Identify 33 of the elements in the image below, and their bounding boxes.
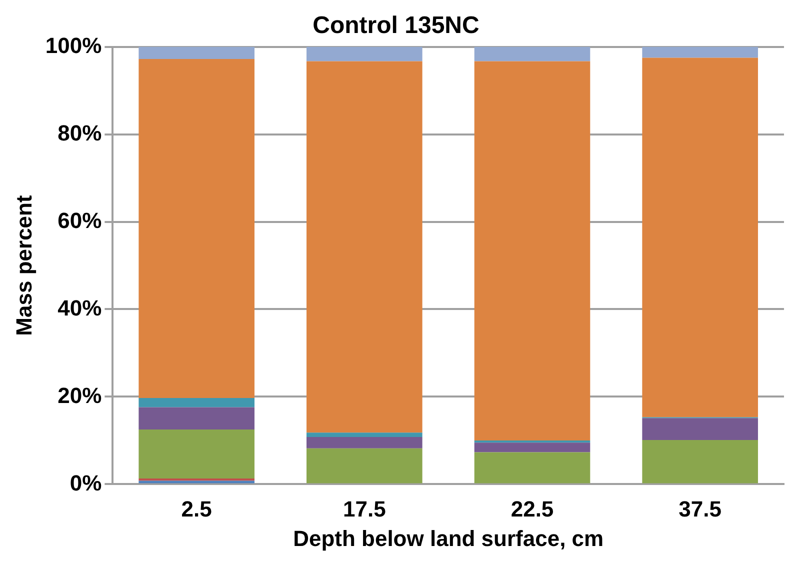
bar <box>138 46 254 60</box>
bar <box>306 448 422 484</box>
y-tick-label: 60% <box>58 208 102 233</box>
bar <box>474 440 590 443</box>
bar <box>474 61 590 440</box>
bar <box>642 418 758 440</box>
bar <box>642 58 758 418</box>
bar <box>306 46 422 62</box>
x-tick-label: 17.5 <box>343 496 386 522</box>
bar <box>642 440 758 484</box>
bar <box>138 407 254 430</box>
x-tick-label: 2.5 <box>181 496 212 522</box>
x-tick-label: 22.5 <box>510 496 554 522</box>
y-tick-label: 80% <box>58 120 102 146</box>
x-tick-label: 37.5 <box>678 496 722 522</box>
y-tick-label: 40% <box>58 295 102 320</box>
bar <box>642 46 758 58</box>
bar <box>306 436 422 448</box>
bar <box>138 430 254 479</box>
bar <box>306 432 422 437</box>
x-axis-title: Depth below land surface, cm <box>293 526 604 551</box>
y-axis-title: Mass percent <box>11 194 36 336</box>
bar <box>306 61 422 433</box>
chart-title: Control 135NC <box>312 12 480 40</box>
y-tick-label: 0% <box>70 470 102 496</box>
y-tick-label: 20% <box>58 382 102 408</box>
bar <box>474 452 590 484</box>
bar <box>138 59 254 398</box>
bar <box>474 46 590 62</box>
y-tick-label: 100% <box>45 32 102 58</box>
bar <box>138 398 254 408</box>
bar <box>474 442 590 452</box>
bar <box>138 480 254 484</box>
